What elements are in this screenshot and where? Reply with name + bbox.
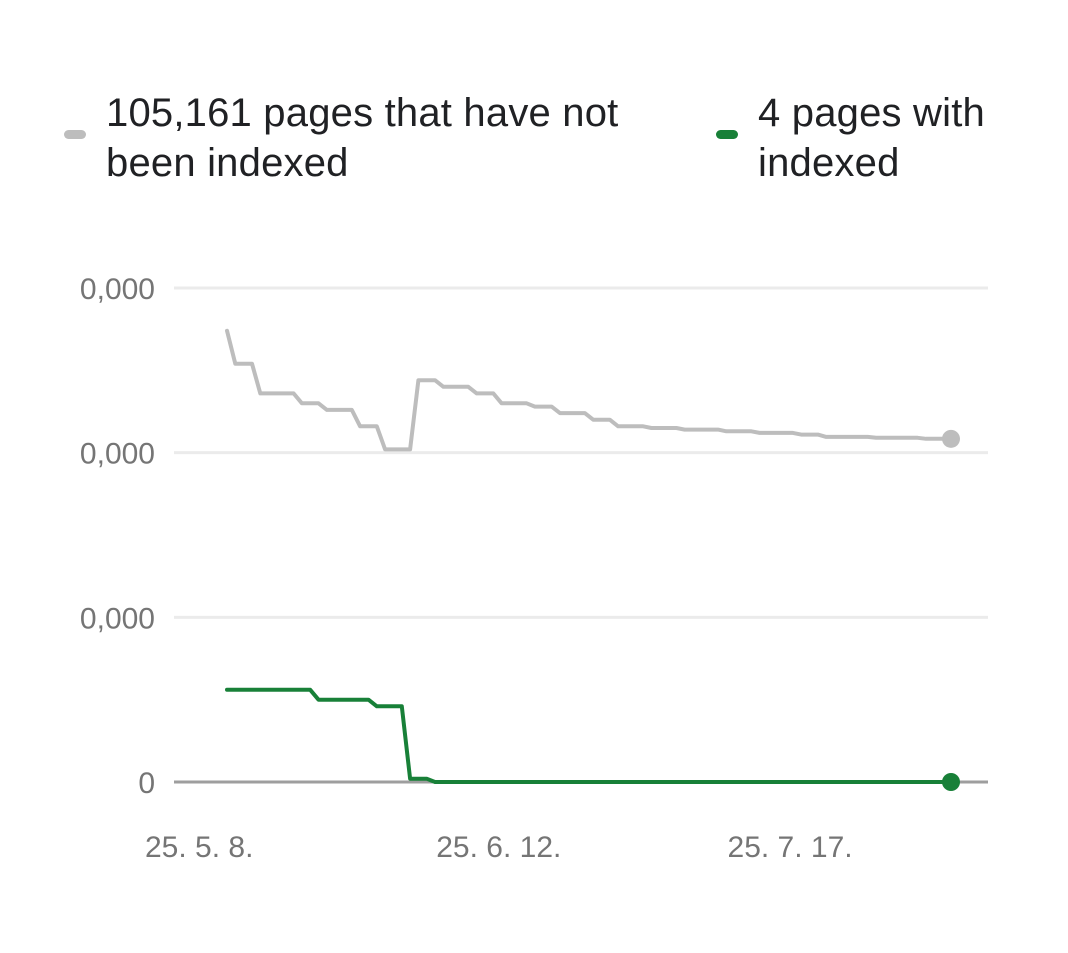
- x-tick-label: 25. 6. 12.: [436, 831, 561, 864]
- legend-swatch-green: [716, 130, 738, 139]
- y-tick-label: 0: [138, 767, 155, 800]
- x-tick-label: 25. 7. 17.: [728, 831, 853, 864]
- y-tick-label: 0,000: [80, 438, 155, 471]
- y-tick-label: 0,000: [80, 273, 155, 306]
- x-tick-label: 25. 5. 8.: [145, 831, 253, 864]
- series-endpoint-not-indexed: [942, 429, 960, 448]
- legend-label: 4 pages with indexed: [758, 91, 985, 185]
- series-line-indexed: [225, 687, 953, 784]
- legend-swatch-grey: [64, 130, 86, 139]
- series-line-not-indexed: [225, 328, 953, 452]
- y-tick-label: 0,000: [80, 602, 155, 635]
- legend-item-not-indexed[interactable]: 105,161 pages that have not been indexed: [64, 88, 624, 188]
- legend-label: 105,161 pages that have not been indexed: [106, 91, 619, 185]
- legend-item-indexed[interactable]: 4 pages with indexed: [716, 88, 1056, 188]
- series-endpoint-indexed: [942, 773, 960, 791]
